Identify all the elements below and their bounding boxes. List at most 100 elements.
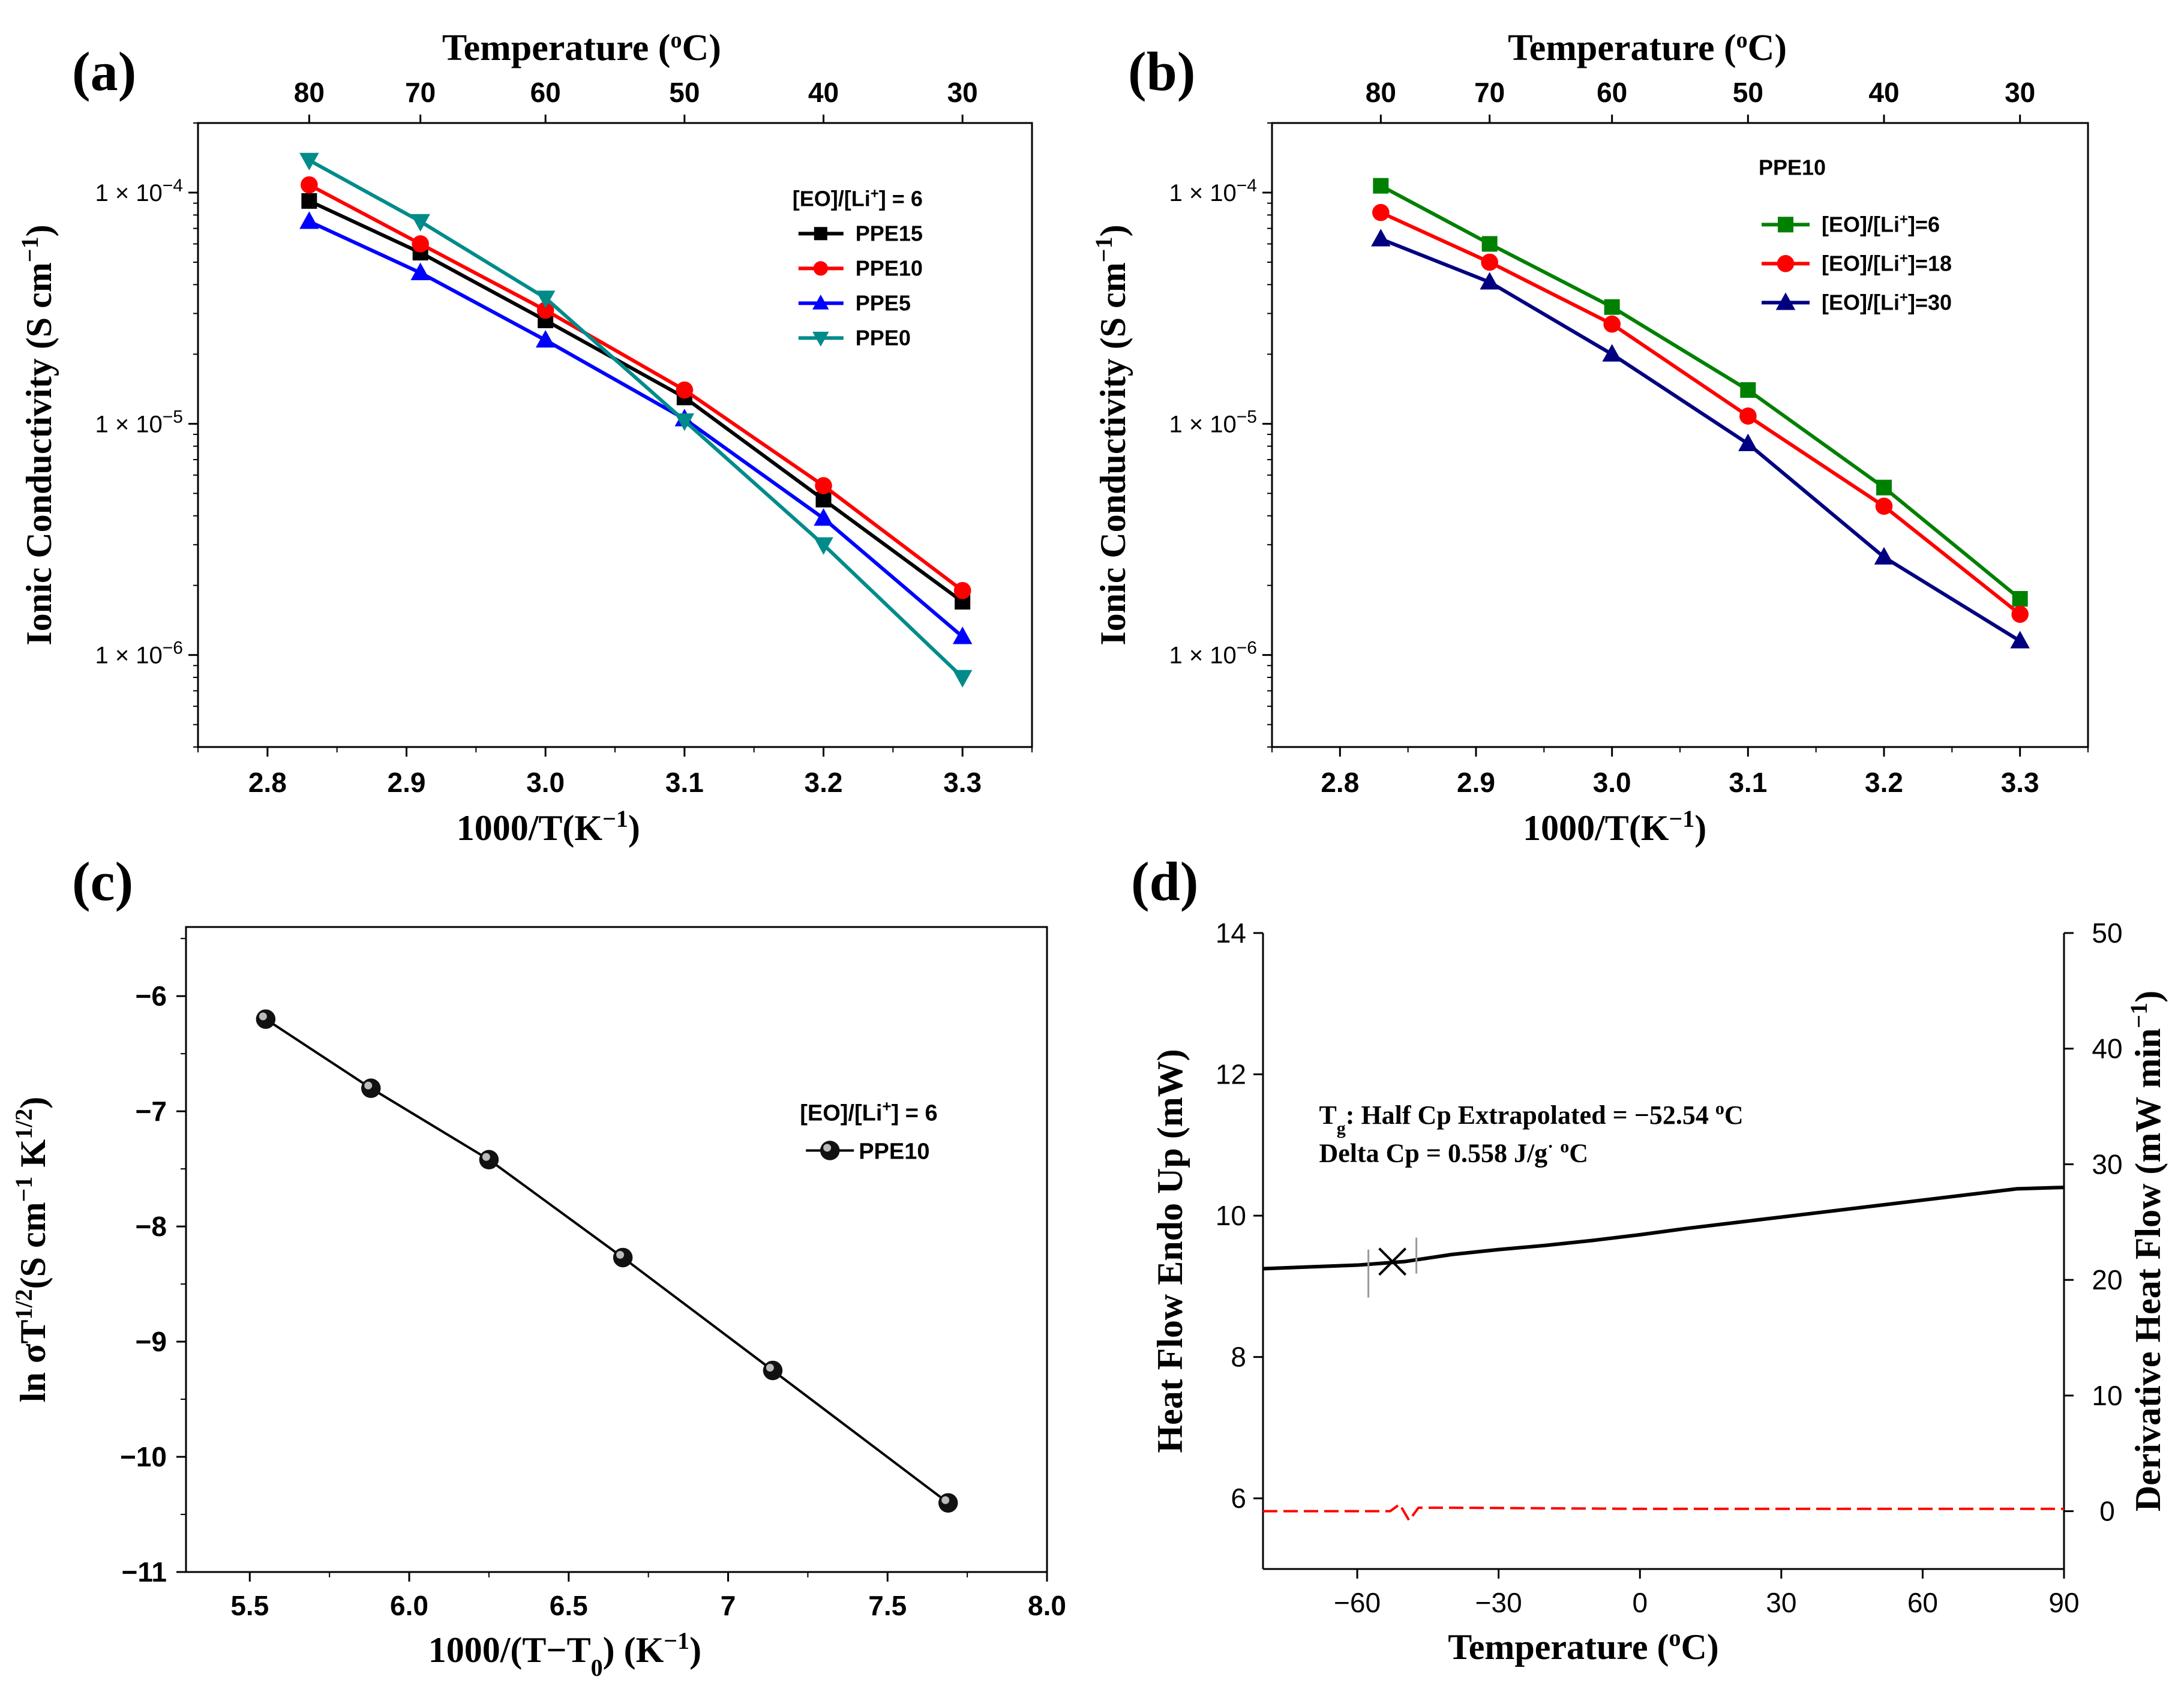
data-point — [2011, 605, 2029, 623]
data-point — [815, 491, 832, 508]
y-tick-label: 1 × 10−5 — [95, 407, 183, 438]
series-line-0 — [1379, 184, 2021, 601]
panel-a: (a) 2.8 2.9 3.0 3.1 3.2 3.3 80 70 60 50 40 30 Tempera… — [16, 28, 1033, 848]
series-line — [265, 1018, 949, 1504]
x-tick-label: 3.0 — [1593, 767, 1631, 798]
top-axis-title: Temperature (oC) — [1508, 28, 1787, 68]
y-tick-label: −7 — [136, 1096, 167, 1127]
data-point — [1604, 299, 1620, 315]
panel-label: (a) — [72, 41, 136, 102]
x-axis-label: 1000/T(K−1) — [1523, 805, 1706, 848]
x-tick-label: 3.1 — [1729, 767, 1767, 798]
data-point — [299, 152, 319, 170]
top-tick-label: 80 — [294, 77, 325, 108]
y2-tick-label: 50 — [2092, 917, 2122, 949]
series-line-2 — [1380, 237, 2021, 643]
top-tick-label: 30 — [947, 77, 978, 108]
y-tick-label: 1 × 10−5 — [1169, 407, 1257, 438]
legend-title: [EO]/[Li+] = 6 — [793, 185, 923, 211]
data-point — [1739, 407, 1757, 425]
top-tick-label: 50 — [669, 77, 700, 108]
data-point — [953, 581, 971, 599]
top-tick-label: 60 — [530, 77, 561, 108]
top-tick-label: 60 — [1597, 77, 1627, 108]
x-tick-label: −30 — [1475, 1587, 1522, 1618]
data-point-highlight — [364, 1081, 373, 1090]
legend-marker — [814, 227, 827, 241]
data-point — [952, 626, 973, 644]
data-point — [1874, 547, 1894, 565]
data-point — [1603, 315, 1621, 333]
x-tick-label: 7 — [721, 1590, 736, 1621]
x-axis-label: Temperature (oC) — [1448, 1624, 1719, 1667]
top-tick-label: 40 — [1868, 77, 1899, 108]
tg-cross — [1378, 1247, 1407, 1276]
x-tick-label: −60 — [1334, 1587, 1381, 1618]
data-point — [2010, 631, 2030, 649]
y2-tick-label: 40 — [2092, 1033, 2122, 1064]
x-tick-label: 2.8 — [248, 767, 287, 798]
x-tick-label: 60 — [1907, 1587, 1938, 1618]
data-point — [410, 262, 430, 280]
y-axis-label: Ionic Conductivity (S cm−1) — [16, 224, 59, 645]
series-line-1 — [308, 183, 964, 592]
data-point — [536, 301, 554, 319]
top-tick-label: 40 — [808, 77, 839, 108]
data-point — [1740, 382, 1756, 398]
series-line-2 — [308, 220, 964, 638]
y2-tick-label: 30 — [2092, 1148, 2122, 1180]
data-point-highlight — [482, 1153, 490, 1161]
data-point — [1373, 178, 1389, 194]
legend-marker — [1775, 292, 1796, 310]
data-point — [815, 477, 832, 494]
y-tick-label: −10 — [120, 1441, 167, 1472]
data-point — [676, 381, 694, 399]
x-tick-label: 2.8 — [1321, 767, 1359, 798]
data-point — [1602, 344, 1622, 362]
x-tick-label: 30 — [1766, 1587, 1796, 1618]
panel-b: (b) 2.8 2.9 3.0 3.1 3.2 3.3 80 70 60 50 40 30 Tempera… — [1090, 28, 2089, 848]
y-tick-label: −6 — [136, 980, 167, 1012]
x-axis-label: 1000/T(K−1) — [457, 805, 640, 848]
heat-flow-curve — [1262, 1186, 2065, 1271]
data-point — [410, 214, 430, 232]
data-point — [952, 670, 973, 688]
x-tick-label: 90 — [2048, 1587, 2079, 1618]
data-point — [1875, 497, 1893, 515]
y-tick-label: 1 × 10−6 — [95, 638, 183, 669]
data-point-highlight — [259, 1012, 267, 1021]
y-tick-label: −11 — [122, 1556, 167, 1588]
y-tick-label: 10 — [1216, 1200, 1246, 1231]
x-tick-label: 3.2 — [1865, 767, 1903, 798]
y-axis-label: ln σT1/2(S cm−1 K1/2) — [10, 1097, 53, 1402]
y2-tick-label: 0 — [2099, 1496, 2115, 1527]
y-tick-label: 14 — [1216, 917, 1246, 949]
y-axis-label: Heat Flow Endo Up (mW) — [1150, 1049, 1190, 1453]
series-line-3 — [308, 158, 964, 679]
legend-marker — [1777, 255, 1795, 272]
legend-marker — [1778, 217, 1793, 233]
data-point-highlight — [766, 1364, 774, 1372]
x-tick-label: 5.5 — [230, 1590, 269, 1621]
x-axis-label: 1000/(T−T0) (K−1) — [428, 1627, 701, 1681]
annotation-cp: Delta Cp = 0.558 J/g· oC — [1319, 1136, 1588, 1168]
legend-marker — [812, 295, 829, 310]
data-point-highlight — [616, 1250, 625, 1259]
top-tick-label: 70 — [1474, 77, 1505, 108]
y-axis-label: Ionic Conductivity (S cm−1) — [1090, 224, 1133, 645]
legend-item: [EO]/[Li+]=30 — [1822, 289, 1952, 315]
x-tick-label: 2.9 — [1457, 767, 1495, 798]
y-tick-label: 1 × 10−4 — [1169, 175, 1257, 206]
top-tick-label: 70 — [405, 77, 436, 108]
legend-marker — [812, 331, 829, 347]
series-line-1 — [1380, 211, 2021, 616]
x-tick-label: 3.1 — [665, 767, 704, 798]
x-tick-label: 8.0 — [1028, 1590, 1066, 1621]
legend-marker — [813, 261, 828, 276]
data-point — [535, 330, 556, 348]
top-tick-label: 50 — [1733, 77, 1763, 108]
panel-d: (d) −60 −30 0 30 60 90 6 8 10 12 14 0 10 20 30 40 50 Tempe… — [1131, 851, 2168, 1667]
data-point — [1876, 479, 1892, 496]
y-tick-label: −9 — [136, 1326, 167, 1357]
